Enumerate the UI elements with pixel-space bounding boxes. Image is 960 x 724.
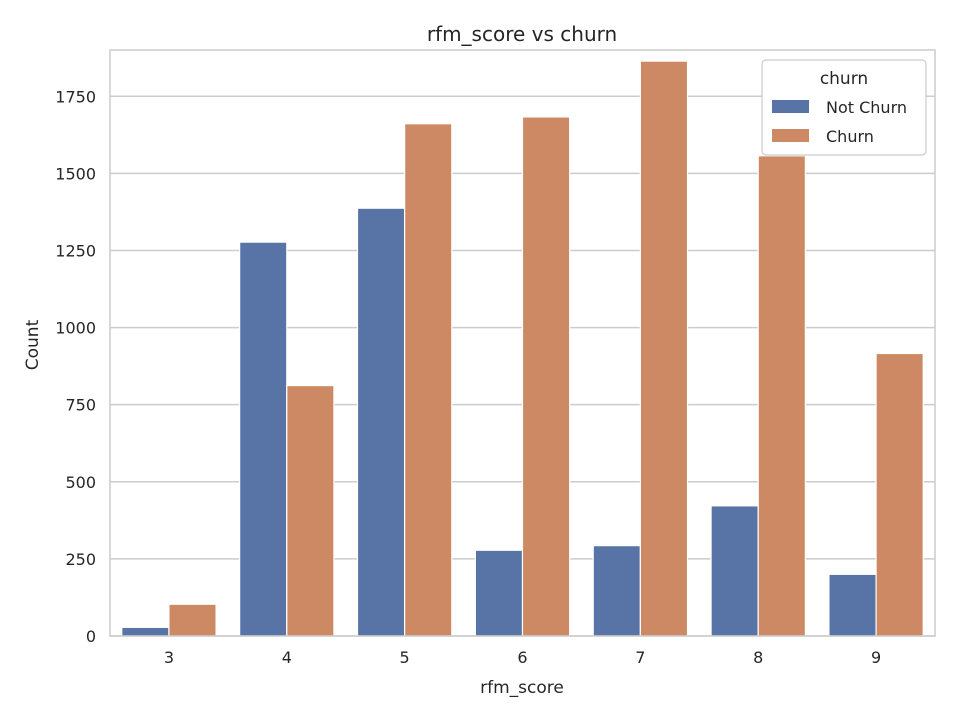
legend-label-not-churn: Not Churn: [826, 98, 907, 117]
y-tick-label: 500: [65, 473, 96, 492]
legend: churn Not Churn Churn: [761, 59, 927, 156]
bar-not-churn-5: [356, 207, 406, 637]
x-axis-label: rfm_score: [480, 678, 564, 698]
y-tick-label: 1000: [55, 319, 96, 338]
bar-not-churn-6: [474, 549, 524, 637]
bar-churn-3: [168, 603, 217, 637]
bar-not-churn-9: [828, 573, 877, 637]
legend-label-churn: Churn: [826, 127, 874, 146]
y-tick-labels: 0 250 500 750 1000 1250 1500 1750: [55, 87, 96, 646]
y-tick-label: 1250: [55, 241, 96, 260]
x-tick-label: 6: [517, 648, 527, 667]
x-tick-label: 5: [400, 648, 410, 667]
legend-swatch-churn: [772, 129, 809, 142]
bar-churn-9: [875, 352, 924, 637]
bar-not-churn-7: [592, 545, 641, 637]
bar-churn-6: [521, 116, 571, 637]
y-tick-label: 1750: [55, 87, 96, 106]
x-tick-label: 8: [753, 648, 763, 667]
x-tick-label: 9: [871, 648, 881, 667]
chart-title: rfm_score vs churn: [427, 22, 617, 46]
y-axis-label: Count: [23, 319, 43, 370]
bar-not-churn-8: [710, 505, 759, 637]
bar-churn-8: [757, 155, 806, 637]
bar-churn-4: [286, 384, 335, 637]
legend-title: churn: [820, 69, 868, 89]
y-tick-label: 1500: [55, 164, 96, 183]
plot-frame: [109, 49, 936, 637]
bars: [121, 60, 924, 637]
bar-churn-5: [404, 123, 453, 637]
y-tick-label: 250: [65, 550, 96, 569]
bar-not-churn-4: [239, 241, 288, 637]
x-tick-label: 3: [164, 648, 174, 667]
y-tick-label: 750: [65, 396, 96, 415]
y-tick-label: 0: [86, 627, 96, 646]
bar-not-churn-3: [121, 626, 170, 637]
x-tick-label: 7: [635, 648, 645, 667]
legend-swatch-not-churn: [772, 100, 809, 113]
x-tick-label: 4: [282, 648, 292, 667]
bar-churn-7: [639, 60, 689, 637]
x-tick-labels: 3 4 5 6 7 8 9: [164, 648, 881, 667]
